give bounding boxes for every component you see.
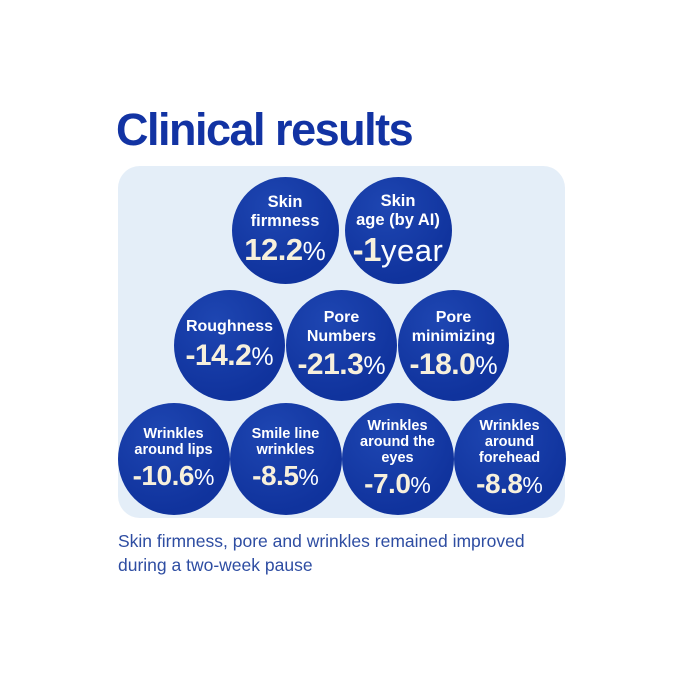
stat-unit: % [251,342,274,371]
stat-circle-wrinkles-lips: Wrinkles around lips -10.6% [117,403,230,515]
stat-circle-roughness: Roughness -14.2% [174,290,285,401]
stat-label-line: age (by AI) [356,210,440,229]
stat-unit: % [475,351,498,380]
stat-label: Skin firmness [251,193,320,231]
stat-row-1: Skin firmness 12.2% Skin age (by AI) -1 y… [118,166,565,284]
page-title: Clinical results [116,104,414,155]
caption-text: Skin firmness, pore and wrinkles remaine… [118,531,525,576]
stat-circle-pore-minimizing: Pore minimizing -18.0% [398,290,509,401]
stat-number: 12.2% [244,232,325,268]
stat-label-line: Wrinkles [479,417,540,434]
stat-unit: % [522,472,543,499]
stat-number: -8.8% [476,468,543,500]
stat-value: -8.8 [476,468,523,500]
stat-number: -8.5% [252,460,319,492]
stat-label: Wrinkles around the eyes [360,418,435,467]
stat-unit: % [363,351,386,380]
stat-label: Wrinkles around lips [134,426,212,458]
stat-label: Smile line wrinkles [252,426,320,458]
stat-unit: % [298,464,319,491]
stat-number: -14.2% [185,339,273,373]
stat-label-line: around [484,433,535,450]
stat-value: -10.6 [132,460,195,492]
stat-value: 12.2 [244,232,303,268]
stat-unit: % [410,472,431,499]
stat-label: Roughness [186,318,273,336]
stat-label-line: Pore [435,309,472,327]
stat-circle-wrinkles-forehead: Wrinkles around forehead -8.8% [453,403,566,515]
stat-unit: % [302,236,326,267]
stat-label: Wrinkles around forehead [479,418,540,467]
results-panel: Skin firmness 12.2% Skin age (by AI) -1 y… [117,166,566,518]
stat-number: -18.0% [409,348,497,382]
stat-number: -21.3% [297,348,385,382]
stat-unit: year [381,233,444,269]
stat-circle-skin-age: Skin age (by AI) -1 year [344,177,452,284]
stat-label-line: around the [360,433,435,450]
stat-circle-skin-firmness: Skin firmness 12.2% [231,177,339,284]
stat-value: -8.5 [252,460,299,492]
stat-label-line: Pore [323,309,360,327]
stat-value: -18.0 [409,347,476,381]
stat-value: -7.0 [364,468,411,500]
stat-label-line: firmness [250,211,320,230]
stat-label: Skin age (by AI) [356,192,440,230]
stat-label-line: Skin [380,191,416,210]
stat-number: -1 year [353,231,444,269]
stat-label: Pore Numbers [307,309,376,346]
stat-label-line: Numbers [306,327,377,345]
stat-label-line: forehead [478,450,541,467]
stat-label-line: Roughness [185,318,274,336]
stat-label-line: Wrinkles [367,417,428,434]
stat-label-line: around lips [134,442,213,458]
stat-label: Pore minimizing [412,309,496,346]
stat-label-line: wrinkles [256,442,315,458]
stat-row-2: Roughness -14.2% Pore Numbers -21.3% Por… [118,290,565,401]
stat-number: -7.0% [364,468,431,500]
stat-circle-pore-numbers: Pore Numbers -21.3% [286,290,397,401]
stat-circle-wrinkles-eyes: Wrinkles around the eyes -7.0% [341,403,454,515]
stat-row-3: Wrinkles around lips -10.6% Smile line w… [117,403,566,515]
stat-circle-smile-line: Smile line wrinkles -8.5% [229,403,342,515]
stat-label-line: Smile line [251,425,320,442]
stat-value: -1 [352,231,382,269]
stat-label-line: minimizing [411,327,496,345]
stat-unit: % [193,464,215,491]
stat-number: -10.6% [133,460,215,492]
stat-label-line: eyes [381,450,414,467]
stat-value: -14.2 [185,338,252,372]
stat-value: -21.3 [297,347,364,381]
stat-label-line: Skin [267,192,303,211]
stat-label-line: Wrinkles [143,425,204,442]
